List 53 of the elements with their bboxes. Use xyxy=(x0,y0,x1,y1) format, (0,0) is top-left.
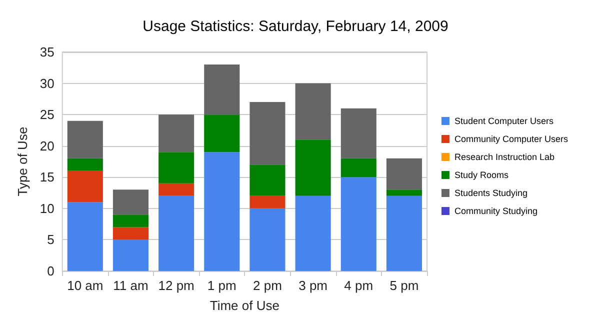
x-tick-label: 11 am xyxy=(113,278,148,293)
bar xyxy=(295,196,331,271)
legend-label: Research Instruction Lab xyxy=(454,152,555,162)
bar xyxy=(340,108,376,158)
y-tick-label: 0 xyxy=(47,264,54,278)
y-tick-label: 30 xyxy=(40,76,54,91)
x-tick-label: 2 pm xyxy=(253,278,282,293)
x-tick-label: 12 pm xyxy=(158,278,194,293)
x-tick-label: 4 pm xyxy=(344,278,374,293)
bar xyxy=(67,170,103,202)
y-tick-label: 10 xyxy=(40,200,54,216)
legend-label: Student Computer Users xyxy=(454,116,554,126)
legend-label: Students Studying xyxy=(454,188,528,198)
y-tick-label: 20 xyxy=(40,138,54,154)
bar xyxy=(340,158,376,178)
bar xyxy=(204,64,240,115)
x-axis-title: Time of Use xyxy=(210,298,280,313)
bar xyxy=(67,120,103,158)
bar xyxy=(112,214,149,228)
legend-label: Community Computer Users xyxy=(454,134,568,144)
bar xyxy=(250,196,286,208)
bar xyxy=(204,152,240,271)
bar xyxy=(295,83,331,140)
y-axis-title: Type of Use xyxy=(15,126,30,196)
x-tick-label: 1 pm xyxy=(207,278,236,293)
bar xyxy=(158,196,194,271)
legend-label: Study Rooms xyxy=(454,170,509,180)
legend-label: Community Studying xyxy=(454,206,538,216)
bar xyxy=(204,114,240,152)
bar xyxy=(250,164,286,196)
bar xyxy=(112,227,149,240)
bar xyxy=(158,183,194,196)
y-tick-label: 25 xyxy=(40,107,54,122)
bar xyxy=(295,140,331,196)
bar xyxy=(250,102,286,165)
bar xyxy=(250,208,286,271)
bar xyxy=(158,114,194,152)
bar xyxy=(340,177,376,271)
x-tick-label: 3 pm xyxy=(298,278,328,293)
bar xyxy=(386,196,422,271)
bar xyxy=(386,158,422,190)
bar xyxy=(112,190,149,215)
bar xyxy=(67,202,103,271)
y-tick-label: 15 xyxy=(40,170,54,185)
bar xyxy=(158,152,194,184)
bar xyxy=(386,190,422,196)
bar xyxy=(112,240,149,271)
y-tick-label: 35 xyxy=(40,44,54,60)
chart-title: Usage Statistics: Saturday, February 14, 2009 xyxy=(142,18,448,35)
x-tick-label: 10 am xyxy=(67,278,104,293)
y-tick-label: 5 xyxy=(47,232,54,248)
x-tick-label: 5 pm xyxy=(390,278,419,293)
bar xyxy=(67,158,103,171)
